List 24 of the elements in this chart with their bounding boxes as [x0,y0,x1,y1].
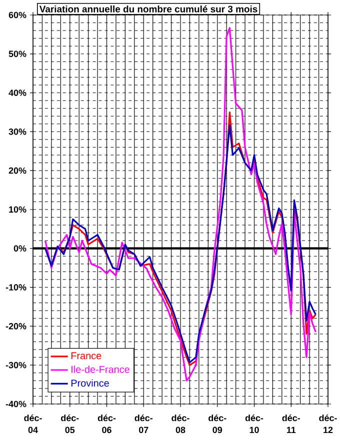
x-tick-label: déc-10 [245,414,264,434]
legend-label: Province [71,379,109,387]
x-tick-label: déc-09 [208,414,226,434]
x-tick-label: déc-08 [172,414,190,434]
y-tick-label: -40% [6,400,26,408]
y-tick-label: 10% [9,206,26,213]
y-tick-label: 0% [14,245,26,252]
y-tick-label: 60% [8,12,26,18]
y-tick-label: -30% [6,362,26,368]
y-tick-label: 30% [8,128,26,135]
x-tick-label: déc-12 [319,414,337,434]
x-tick-label: déc-05 [61,414,79,434]
chart-title: Variation annuelle du nombre cumulé sur 3 mois [39,5,258,12]
x-tick-label: déc-07 [134,414,152,434]
y-tick-label: 20% [8,167,26,174]
y-tick-label: -20% [6,323,26,330]
x-tick-label: déc-11 [282,414,300,434]
y-tick-label: 40% [8,90,26,96]
legend-label: Ile-de-France [72,366,130,373]
legend-label: France [71,352,102,360]
x-tick-label: déc-06 [98,414,116,434]
y-tick-label: 50% [8,50,26,58]
x-tick-label: déc-04 [24,414,42,434]
y-tick-label: -10% [6,284,26,290]
